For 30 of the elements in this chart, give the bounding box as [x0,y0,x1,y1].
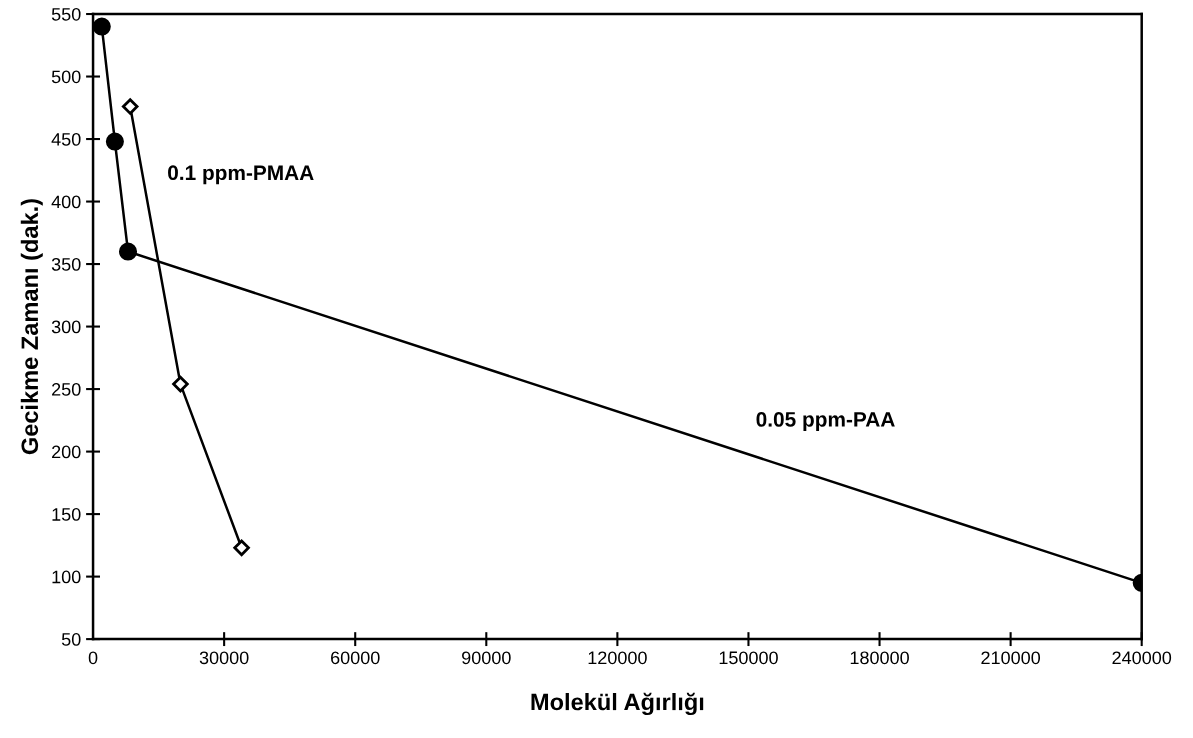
y-tick-label: 300 [51,320,81,334]
y-tick-label: 550 [51,7,81,21]
point [118,242,138,261]
x-tick-label: 30000 [199,651,249,665]
point [93,17,111,36]
point [172,375,189,393]
x-tick-label: 60000 [331,651,380,665]
series-label: 0.05 ppm-PAA [756,412,895,431]
y-tick-label: 400 [51,195,81,209]
series-label: 0.1 ppm-PMAA [168,165,314,185]
y-tick-label: 200 [52,445,81,459]
x-tick-label: 90000 [462,651,511,665]
y-axis-title: Gecikme Zamanı (dak.) [20,199,43,455]
x-tick-label: 120000 [588,651,647,665]
x-tick-label: 210000 [981,651,1041,665]
y-tick-label: 100 [52,570,81,584]
y-tick-label: 500 [51,70,81,84]
x-tick-label: 180000 [850,651,909,665]
y-tick-label: 150 [52,508,81,521]
y-tick-label: 350 [51,257,81,271]
point [105,132,124,151]
x-tick-label: 240000 [1112,651,1172,665]
x-axis-title: Molekül Ağırlığı [531,692,704,716]
y-tick-label: 250 [52,383,81,396]
y-tick-label: 450 [51,132,81,146]
x-tick-label: 150000 [719,651,778,665]
point [233,539,250,557]
point [121,98,139,115]
y-tick-label: 50 [61,633,81,646]
x-tick-label: 0 [88,651,98,665]
